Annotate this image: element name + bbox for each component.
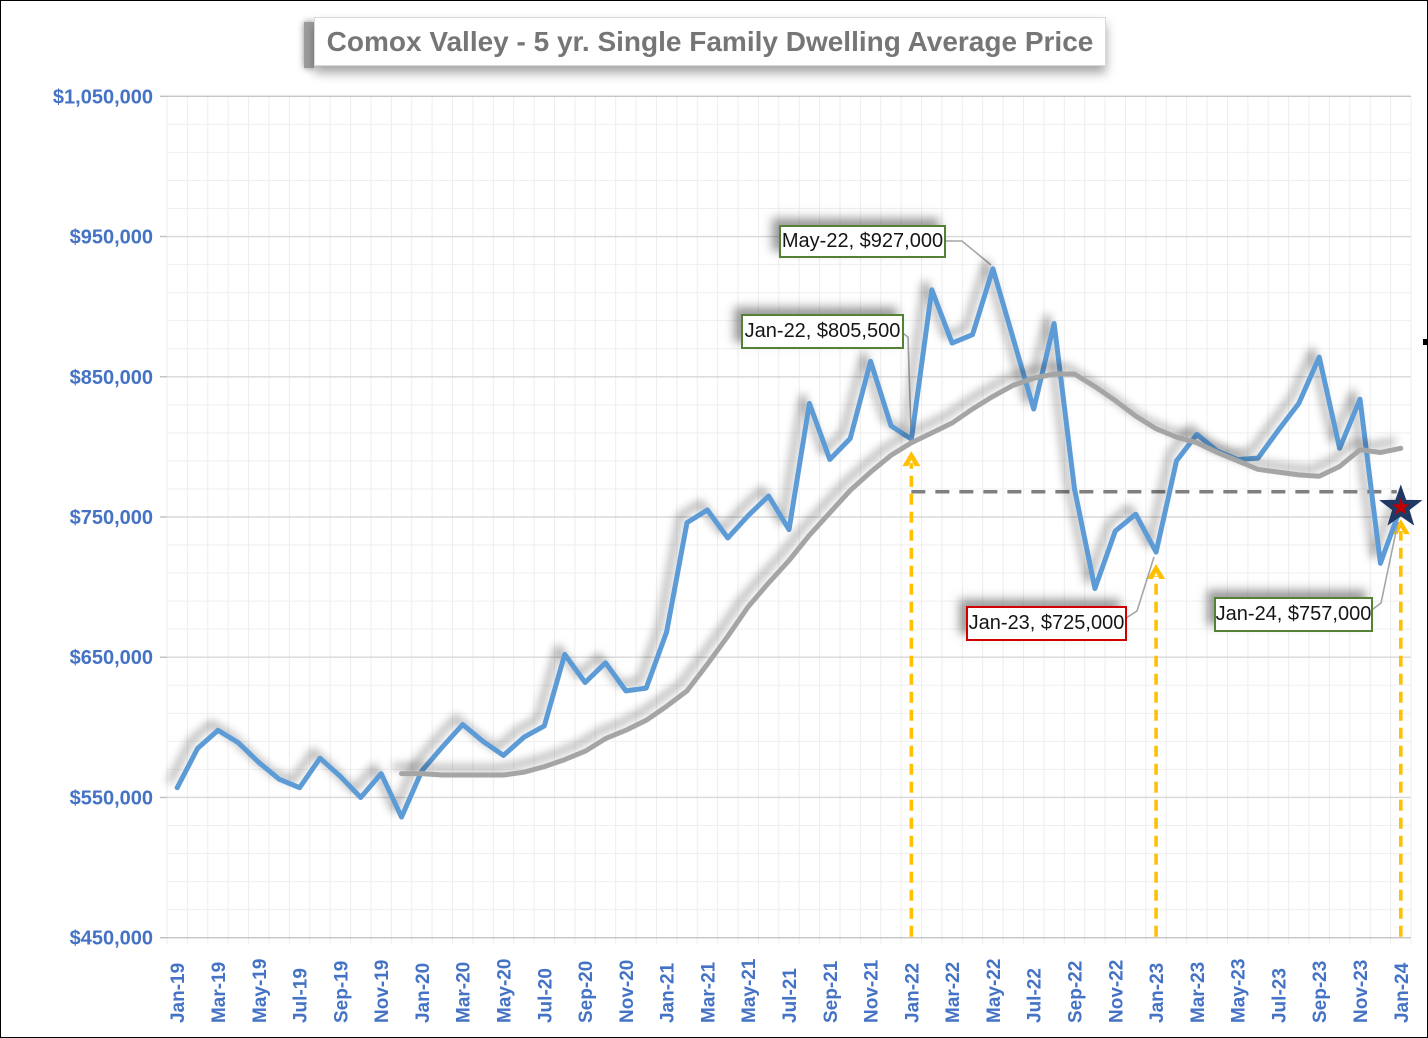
svg-text:Mar-23: Mar-23 [1188,962,1209,1023]
svg-text:$1,050,000: $1,050,000 [53,86,153,108]
svg-text:Nov-22: Nov-22 [1106,960,1127,1023]
svg-text:Nov-21: Nov-21 [862,959,883,1023]
svg-text:Sep-19: Sep-19 [331,961,352,1023]
svg-text:Mar-21: Mar-21 [698,961,719,1023]
svg-text:$550,000: $550,000 [70,787,153,809]
annotation-leader-line [942,240,992,266]
up-arrow-icon [902,451,921,467]
svg-text:$750,000: $750,000 [70,507,153,529]
up-arrow-icon [1147,564,1166,580]
svg-text:Jul-20: Jul-20 [535,968,556,1023]
price-line [174,266,1404,820]
star-marker-icon [1379,484,1423,526]
annotation-box: Jan-22, $805,500 [741,314,904,349]
annotation-leader-line [1122,556,1155,621]
annotation-box: Jan-24, $757,000 [1214,597,1373,632]
svg-text:May-22: May-22 [984,959,1005,1023]
svg-text:$850,000: $850,000 [70,367,153,389]
y-axis-labels: $450,000 $550,000 $650,000 $750,000 $850,000… [53,86,153,949]
annotation-box: May-22, $927,000 [779,225,946,258]
x-axis-labels: Jan-19 Mar-19 May-19 Jul-19 Sep-19 Nov-19 Jan-… [168,958,1413,1023]
title-accent-bar [304,22,314,68]
svg-text:May-21: May-21 [739,958,760,1023]
svg-text:Jul-22: Jul-22 [1025,968,1046,1023]
svg-text:Jul-19: Jul-19 [291,968,312,1023]
svg-text:$650,000: $650,000 [70,647,153,669]
svg-text:Jan-24: Jan-24 [1392,962,1413,1023]
svg-text:$950,000: $950,000 [70,227,153,249]
svg-text:Jul-21: Jul-21 [780,968,801,1023]
svg-text:May-23: May-23 [1229,959,1250,1023]
svg-text:Jul-23: Jul-23 [1269,968,1290,1023]
svg-text:Nov-23: Nov-23 [1351,960,1372,1023]
svg-text:Sep-22: Sep-22 [1066,961,1087,1023]
annotation-leader-line [1368,521,1399,613]
chart-title: Comox Valley - 5 yr. Single Family Dwell… [314,17,1106,66]
svg-text:Mar-19: Mar-19 [209,962,230,1023]
svg-text:Jan-19: Jan-19 [168,963,189,1023]
svg-text:Nov-19: Nov-19 [372,960,393,1023]
svg-text:Jan-20: Jan-20 [413,963,434,1023]
svg-text:Sep-20: Sep-20 [576,961,597,1023]
trend-line [399,371,1404,778]
svg-text:Jan-21: Jan-21 [658,962,679,1023]
svg-text:$450,000: $450,000 [70,928,153,950]
svg-text:May-19: May-19 [250,959,271,1023]
svg-text:Mar-22: Mar-22 [943,962,964,1023]
svg-text:May-20: May-20 [494,959,515,1023]
svg-text:Jan-23: Jan-23 [1147,963,1168,1023]
annotation-box: Jan-23, $725,000 [966,606,1127,641]
svg-text:Mar-20: Mar-20 [454,962,475,1023]
svg-text:Nov-20: Nov-20 [617,960,638,1023]
stray-dot [1423,339,1427,345]
svg-text:Sep-21: Sep-21 [821,960,842,1023]
svg-text:Jan-22: Jan-22 [902,963,923,1023]
svg-text:Sep-23: Sep-23 [1310,961,1331,1023]
